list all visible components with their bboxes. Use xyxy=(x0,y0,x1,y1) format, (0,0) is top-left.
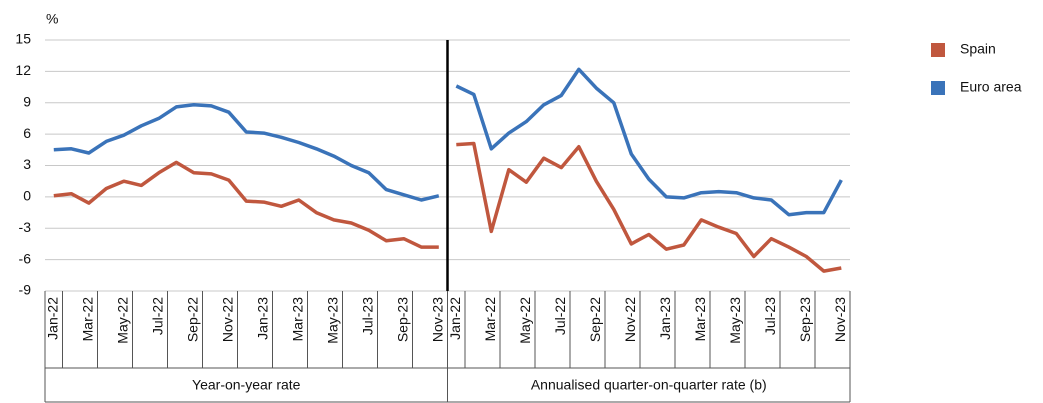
series-line xyxy=(455,67,843,217)
y-tick-label: -3 xyxy=(19,219,32,235)
x-tick-label: Sep-22 xyxy=(184,297,200,342)
x-tick-label: Mar-23 xyxy=(692,297,708,342)
x-tick-label: Jan-22 xyxy=(44,297,60,340)
y-tick-label: 3 xyxy=(23,156,31,172)
x-tick-label: Jul-23 xyxy=(762,297,778,335)
panel-title: Annualised quarter-on-quarter rate (b) xyxy=(531,377,767,393)
x-tick-label: Jan-23 xyxy=(657,297,673,340)
y-tick-label: -6 xyxy=(19,250,32,266)
x-tick-label: Sep-22 xyxy=(587,297,603,342)
x-tick-label: Jul-22 xyxy=(552,297,568,335)
y-tick-label: 15 xyxy=(15,31,31,47)
series-line xyxy=(53,103,440,202)
x-tick-label: May-22 xyxy=(517,297,533,344)
x-tick-label: Jul-22 xyxy=(149,297,165,335)
x-tick-label: Mar-23 xyxy=(289,297,305,342)
y-tick-label: 12 xyxy=(15,62,31,78)
legend-label: Euro area xyxy=(960,79,1022,95)
x-tick-label: May-22 xyxy=(114,297,130,344)
x-tick-label: Jan-22 xyxy=(447,297,463,340)
x-tick-label: Nov-23 xyxy=(832,297,848,342)
y-tick-label: 6 xyxy=(23,125,31,141)
y-tick-label: 0 xyxy=(23,188,31,204)
x-tick-label: Jan-23 xyxy=(254,297,270,340)
series-line xyxy=(53,160,439,249)
x-tick-label: May-23 xyxy=(727,297,743,344)
y-axis-label: % xyxy=(46,11,58,27)
panel-title: Year-on-year rate xyxy=(192,377,301,393)
x-tick-label: Sep-23 xyxy=(797,297,813,342)
legend-swatch xyxy=(931,81,945,95)
x-tick-label: Nov-23 xyxy=(429,297,445,342)
x-tick-label: Mar-22 xyxy=(79,297,95,342)
y-tick-label: 9 xyxy=(23,93,31,109)
legend-swatch xyxy=(931,43,945,57)
x-tick-label: Sep-23 xyxy=(394,297,410,342)
legend-label: Spain xyxy=(960,41,996,57)
x-tick-label: May-23 xyxy=(324,297,340,344)
y-tick-label: -9 xyxy=(19,282,32,298)
x-tick-label: Jul-23 xyxy=(359,297,375,335)
series-line xyxy=(456,141,842,273)
x-tick-label: Nov-22 xyxy=(622,297,638,342)
x-tick-label: Nov-22 xyxy=(219,297,235,342)
x-tick-label: Mar-22 xyxy=(482,297,498,342)
